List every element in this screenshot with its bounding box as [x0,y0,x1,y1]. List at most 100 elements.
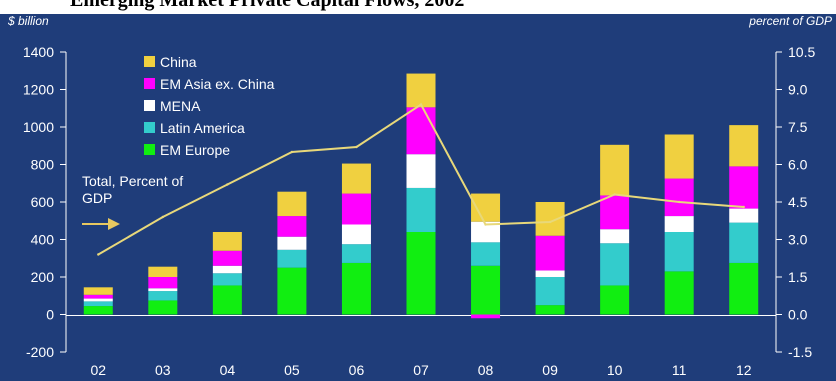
legend-swatch [144,122,155,133]
bar-latin-america-12 [729,222,759,263]
gdp-point-10 [613,193,616,196]
bar-em-europe-02 [83,306,113,315]
x-tick-label-10: 10 [607,362,623,378]
bar-mena-02 [83,298,113,302]
bar-mena-10 [600,229,630,244]
bar-mena-03 [148,288,178,292]
legend-label: EM Asia ex. China [160,76,275,92]
bar-em-europe-10 [600,285,630,315]
bar-stack-08 [471,193,501,319]
x-tick-label-08: 08 [478,362,494,378]
bar-em-asia-ex-china-09 [535,235,565,271]
bar-china-11 [664,134,694,179]
right-tick-label: 0.0 [788,307,808,323]
bar-stack-10 [600,144,630,315]
left-tick-label: 800 [31,157,55,173]
gdp-annotation: Total, Percent of GDP [82,173,183,230]
right-axis-unit: percent of GDP [748,14,832,28]
bar-china-09 [535,202,565,236]
bar-em-europe-07 [406,232,436,315]
right-tick-label: 7.5 [788,119,808,135]
legend-label: Latin America [160,120,245,136]
bar-latin-america-06 [341,244,371,263]
gdp-point-07 [419,103,423,106]
annotation-line-1: Total, Percent of [82,173,183,189]
gdp-point-11 [677,200,681,204]
bar-mena-06 [341,224,371,245]
bar-em-europe-06 [341,262,371,315]
bar-latin-america-09 [535,277,565,306]
gdp-point-04 [226,183,229,186]
right-tick-label: 9.0 [788,82,808,98]
bar-em-europe-08 [471,265,501,315]
right-tick-label: 3.0 [788,232,808,248]
bar-stack-03 [148,266,178,315]
left-tick-label: 200 [31,269,55,285]
bar-em-europe-09 [535,305,565,315]
bar-mena-08 [471,221,501,243]
bar-em-asia-ex-china-08 [471,314,501,319]
chart-title: Emerging Market Private Capital Flows, 2… [70,0,465,11]
gdp-point-09 [548,220,552,224]
bar-mena-09 [535,270,565,277]
gdp-point-06 [355,145,358,149]
gdp-point-08 [484,223,487,226]
bar-stack-05 [277,191,307,315]
x-tick-label-04: 04 [220,362,236,378]
bar-em-europe-11 [664,271,694,315]
gdp-point-05 [290,150,294,154]
bar-em-asia-ex-china-11 [664,178,694,217]
left-tick-label: 0 [46,307,54,323]
bar-mena-07 [406,154,436,188]
bar-em-asia-ex-china-02 [83,294,113,299]
gdp-line-layer [97,103,745,256]
bar-latin-america-10 [600,243,630,286]
bar-china-05 [277,191,307,217]
x-tick-label-02: 02 [90,362,106,378]
right-axis-ticks: -1.5 0.0 1.5 3.0 4.5 6.0 7.5 9.0 10.5 [776,44,815,360]
right-tick-label: 6.0 [788,157,808,173]
annotation-arrow-head [108,218,120,230]
x-tick-label-06: 06 [349,362,365,378]
x-tick-label-12: 12 [736,362,752,378]
bar-stack-07 [406,73,436,315]
left-tick-label: 1000 [23,119,54,135]
left-tick-label: 400 [31,232,55,248]
bar-latin-america-03 [148,291,178,301]
left-tick-label: 600 [31,194,55,210]
bar-mena-11 [664,216,694,232]
bar-stack-04 [212,232,242,315]
left-tick-label: -200 [26,344,54,360]
bar-stack-09 [535,202,565,315]
bar-em-asia-ex-china-12 [729,166,759,209]
bar-latin-america-07 [406,187,436,232]
gdp-point-02 [97,253,100,256]
bar-mena-04 [212,265,242,274]
bar-em-asia-ex-china-10 [600,195,630,230]
bar-china-12 [729,125,759,167]
bar-mena-12 [729,208,759,223]
bar-em-asia-ex-china-07 [406,107,436,155]
bar-latin-america-04 [212,273,242,286]
legend-swatch [144,56,155,67]
legend-swatch [144,100,155,111]
x-tick-label-03: 03 [155,362,171,378]
legend-label: China [160,54,197,70]
bar-em-europe-05 [277,267,307,315]
legend-label: MENA [160,98,201,114]
legend-swatch [144,78,155,89]
bar-stack-02 [83,287,113,315]
bar-china-03 [148,266,178,277]
x-tick-label-07: 07 [413,362,429,378]
chart-title-clipped: Emerging Market Private Capital Flows, 2… [0,0,836,14]
bar-stack-12 [729,125,759,315]
bar-china-06 [341,163,371,194]
right-tick-label: 1.5 [788,269,808,285]
bar-em-asia-ex-china-03 [148,277,178,289]
x-tick-label-09: 09 [542,362,558,378]
bar-latin-america-08 [471,242,501,266]
gdp-point-03 [161,215,165,219]
bar-em-asia-ex-china-06 [341,193,371,225]
